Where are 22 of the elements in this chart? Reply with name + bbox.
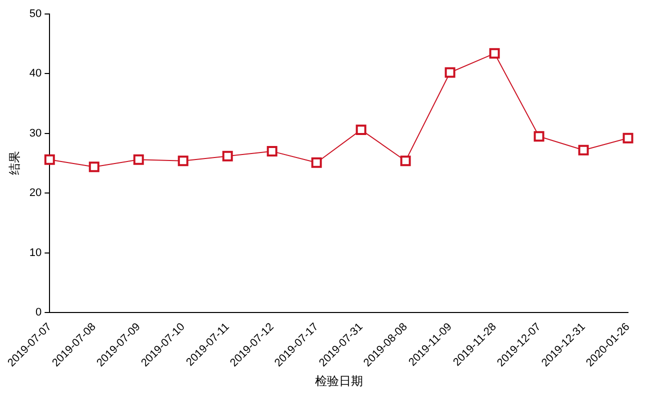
y-tick-label: 50 [29, 8, 42, 20]
point [489, 48, 500, 59]
y-tick-label: 40 [29, 68, 42, 80]
y-tick-label: 20 [29, 187, 42, 200]
y-tick-label: 30 [29, 127, 42, 140]
point [44, 154, 55, 165]
x-axis-title: 检验日期 [314, 374, 363, 388]
point [311, 157, 322, 168]
y-tick-label: 0 [36, 306, 42, 319]
point [133, 154, 144, 165]
point [444, 67, 456, 78]
point [266, 146, 278, 157]
point [534, 131, 544, 142]
point [356, 124, 366, 136]
point [178, 156, 188, 166]
y-tick-label: 10 [29, 246, 42, 259]
point [400, 156, 411, 166]
point [578, 144, 589, 156]
point [622, 132, 634, 144]
point [88, 162, 100, 172]
point [222, 150, 233, 162]
y-axis-title: 结果 [8, 151, 22, 176]
